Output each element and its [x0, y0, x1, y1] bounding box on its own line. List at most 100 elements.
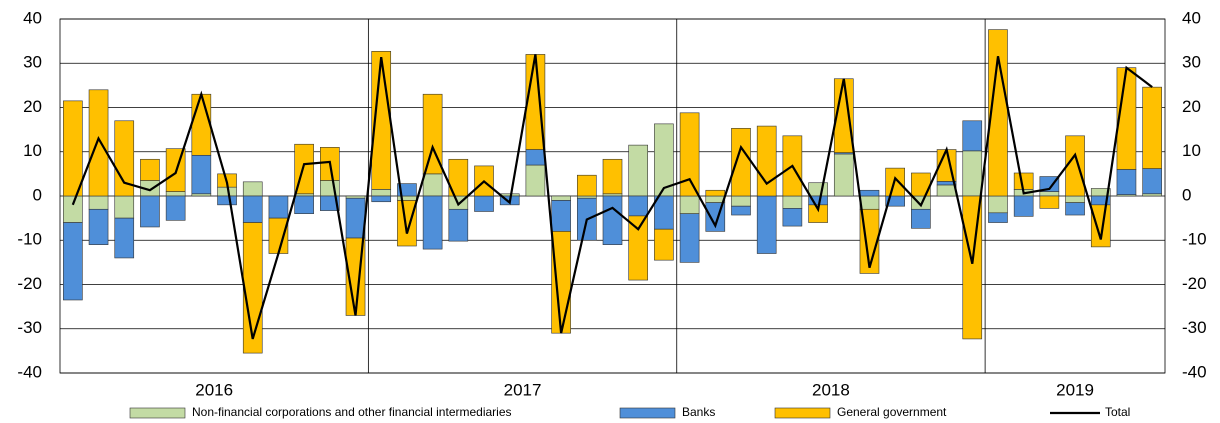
- y-tick-label: 20: [23, 97, 42, 116]
- bar: [731, 195, 751, 207]
- bar: [628, 144, 649, 197]
- y-tick-label: 30: [23, 53, 42, 72]
- bar: [448, 158, 469, 197]
- bar: [1065, 202, 1085, 216]
- bar: [833, 153, 854, 197]
- plot-frame: [59, 18, 1166, 374]
- bar: [756, 195, 777, 254]
- bar: [808, 182, 828, 197]
- bar: [165, 195, 186, 221]
- bar: [242, 195, 263, 223]
- bar: [1116, 169, 1137, 195]
- bar: [1065, 135, 1085, 197]
- bar: [191, 154, 212, 195]
- bar: [474, 195, 494, 212]
- bar: [525, 164, 546, 197]
- bar: [88, 208, 109, 245]
- bar: [654, 195, 674, 230]
- bar: [88, 195, 109, 210]
- x-tick-label: 2019: [1056, 380, 1094, 399]
- bar: [782, 208, 803, 227]
- bar: [576, 174, 597, 197]
- y2-tick-label: -30: [1182, 318, 1207, 337]
- bar: [397, 195, 417, 201]
- bar: [165, 191, 186, 197]
- bar: [551, 195, 571, 201]
- bar: [988, 195, 1008, 214]
- bar: [1065, 195, 1085, 203]
- bar: [1039, 195, 1060, 209]
- y2-tick-label: 10: [1182, 141, 1201, 160]
- bar: [371, 189, 392, 197]
- bar: [63, 100, 83, 197]
- y2-tick-label: 20: [1182, 97, 1201, 116]
- bar: [988, 29, 1008, 197]
- bar: [628, 215, 649, 281]
- bar: [422, 173, 443, 197]
- bar: [602, 193, 623, 197]
- bar: [140, 158, 160, 181]
- bar: [1142, 86, 1162, 169]
- bar: [782, 195, 803, 209]
- bar: [63, 195, 83, 223]
- bar: [525, 149, 546, 166]
- bar: [1013, 195, 1034, 217]
- bar: [114, 217, 135, 259]
- bar: [654, 228, 674, 261]
- y-tick-label: -20: [17, 274, 42, 293]
- bar: [499, 193, 520, 197]
- bar: [268, 195, 289, 219]
- y-tick-label: 40: [23, 8, 42, 27]
- y2-tick-label: 30: [1182, 53, 1201, 72]
- bar: [1013, 172, 1034, 190]
- bar: [551, 200, 571, 232]
- bar: [1142, 193, 1162, 197]
- bar: [294, 195, 314, 215]
- bar: [114, 195, 135, 219]
- bar: [679, 195, 700, 215]
- bar: [140, 195, 160, 228]
- bar: [936, 184, 957, 197]
- y2-tick-label: -10: [1182, 230, 1207, 249]
- legend: Non-financial corporations and other fin…: [129, 405, 1130, 419]
- bar: [962, 150, 983, 197]
- legend-swatch: [129, 407, 186, 419]
- bar: [217, 195, 237, 206]
- legend-label: General government: [837, 405, 947, 419]
- bar: [1039, 176, 1060, 192]
- bar: [345, 197, 366, 239]
- bar: [602, 158, 623, 195]
- x-tick-label: 2017: [504, 380, 542, 399]
- bar: [576, 195, 597, 199]
- bar: [63, 222, 83, 301]
- bar: [1142, 168, 1162, 195]
- bar: [397, 183, 417, 197]
- bar: [859, 189, 880, 197]
- bar: [345, 195, 366, 199]
- bar: [1039, 191, 1060, 197]
- bar: [422, 93, 443, 175]
- bar: [294, 193, 314, 197]
- bar: [320, 180, 340, 197]
- y-tick-label: -30: [17, 318, 42, 337]
- bar: [268, 217, 289, 254]
- y-tick-label: 0: [33, 185, 42, 204]
- y2-tick-label: 40: [1182, 8, 1201, 27]
- bar: [1090, 204, 1111, 248]
- bar: [114, 120, 135, 197]
- y2-tick-label: 0: [1182, 185, 1191, 204]
- bar: [911, 208, 931, 229]
- legend-label: Total: [1105, 405, 1130, 419]
- bar: [191, 193, 212, 197]
- y-tick-label: -40: [17, 362, 42, 381]
- bar: [705, 189, 726, 197]
- total-line: [71, 54, 1153, 340]
- bar: [320, 195, 340, 211]
- bar: [397, 200, 417, 247]
- bar: [756, 125, 777, 197]
- bar: [422, 195, 443, 250]
- bar: [88, 89, 109, 197]
- legend-swatch: [774, 407, 831, 419]
- bar: [988, 212, 1008, 223]
